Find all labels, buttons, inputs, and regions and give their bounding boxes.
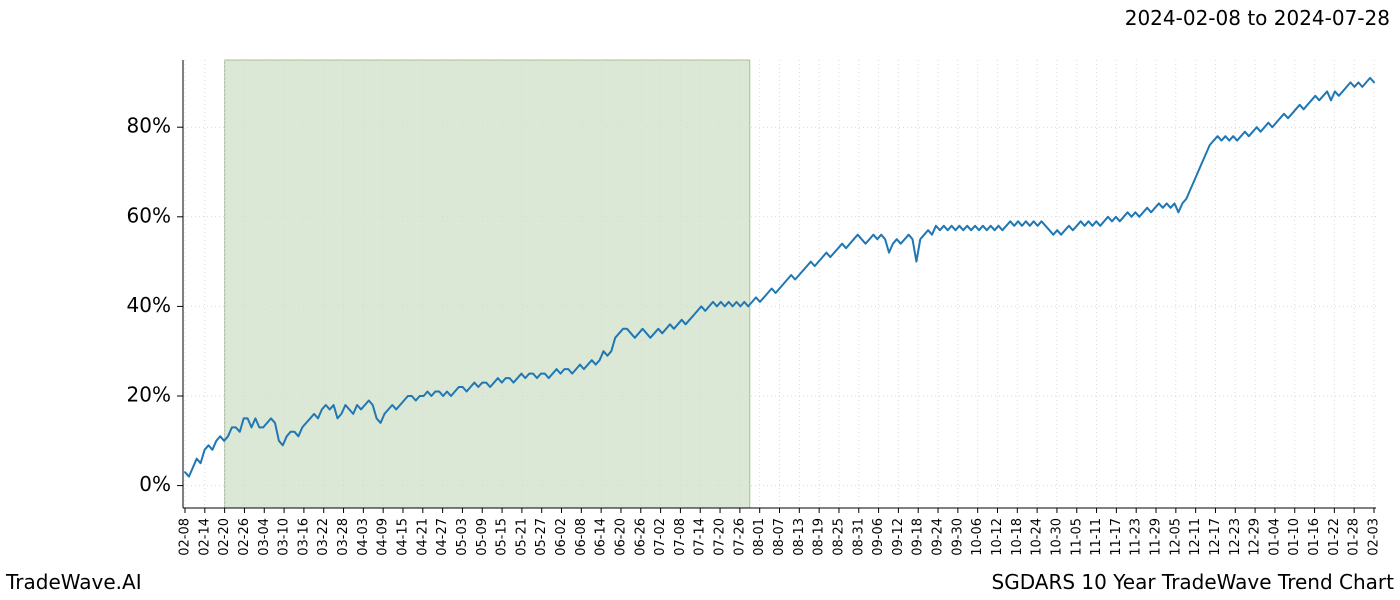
x-tick-label: 11-29 <box>1149 518 1164 556</box>
chart-title: SGDARS 10 Year TradeWave Trend Chart <box>992 570 1394 594</box>
x-tick-label: 12-05 <box>1168 518 1183 556</box>
x-tick-label: 05-03 <box>455 518 470 556</box>
x-tick-label: 01-10 <box>1287 518 1302 556</box>
x-tick-label: 11-17 <box>1109 518 1124 556</box>
y-tick-label: 40% <box>127 293 171 317</box>
x-tick-label: 02-08 <box>178 518 193 556</box>
x-tick-label: 02-14 <box>197 518 212 556</box>
x-tick-label: 10-24 <box>1030 518 1045 556</box>
x-tick-label: 06-08 <box>574 518 589 556</box>
x-tick-label: 12-17 <box>1208 518 1223 556</box>
x-tick-label: 09-30 <box>950 518 965 556</box>
y-tick-label: 60% <box>127 203 171 227</box>
x-tick-label: 06-14 <box>594 518 609 556</box>
x-tick-label: 04-15 <box>395 518 410 556</box>
y-tick-label: 0% <box>139 472 171 496</box>
x-tick-label: 09-06 <box>871 518 886 556</box>
x-tick-label: 07-26 <box>732 518 747 556</box>
x-tick-label: 01-28 <box>1347 518 1362 556</box>
x-tick-label: 09-24 <box>931 518 946 556</box>
x-tick-label: 08-13 <box>792 518 807 556</box>
brand-label: TradeWave.AI <box>6 570 142 594</box>
x-tick-label: 04-09 <box>376 518 391 556</box>
x-tick-label: 11-05 <box>1069 518 1084 556</box>
x-tick-label: 04-03 <box>356 518 371 556</box>
x-tick-label: 03-28 <box>336 518 351 556</box>
x-tick-label: 08-07 <box>772 518 787 556</box>
x-tick-label: 06-20 <box>613 518 628 556</box>
x-tick-label: 12-29 <box>1248 518 1263 556</box>
x-tick-label: 11-11 <box>1089 518 1104 556</box>
x-tick-label: 03-04 <box>257 518 272 556</box>
x-tick-label: 01-16 <box>1307 518 1322 556</box>
x-tick-label: 10-30 <box>1049 518 1064 556</box>
x-tick-label: 12-11 <box>1188 518 1203 556</box>
date-range-label: 2024-02-08 to 2024-07-28 <box>1125 6 1390 30</box>
trend-chart: 0% 20% 40% 60% 80% 02-08 02-14 02-20 02-26 03-04 0… <box>0 0 1400 600</box>
x-tick-label: 02-26 <box>237 518 252 556</box>
x-tick-label: 01-04 <box>1267 518 1282 556</box>
x-tick-label: 07-20 <box>713 518 728 556</box>
x-tick-label: 12-23 <box>1228 518 1243 556</box>
x-tick-label: 08-01 <box>752 518 767 556</box>
x-tick-label: 02-20 <box>217 518 232 556</box>
x-tick-label: 05-09 <box>475 518 490 556</box>
x-tick-label: 08-25 <box>831 518 846 556</box>
x-tick-label: 08-31 <box>851 518 866 556</box>
x-tick-label: 05-27 <box>534 518 549 556</box>
x-tick-label: 06-26 <box>633 518 648 556</box>
x-tick-label: 09-18 <box>911 518 926 556</box>
x-tick-label: 07-02 <box>653 518 668 556</box>
x-tick-label: 04-21 <box>415 518 430 556</box>
x-tick-label: 10-06 <box>970 518 985 556</box>
x-tick-label: 05-15 <box>495 518 510 556</box>
x-tick-label: 07-08 <box>673 518 688 556</box>
x-tick-label: 08-19 <box>812 518 827 556</box>
y-tick-label: 80% <box>127 114 171 138</box>
x-tick-label: 10-18 <box>1010 518 1025 556</box>
x-tick-label: 05-21 <box>514 518 529 556</box>
x-tick-label: 03-16 <box>296 518 311 556</box>
x-tick-label: 11-23 <box>1129 518 1144 556</box>
x-tick-label: 06-02 <box>554 518 569 556</box>
x-tick-label: 10-12 <box>990 518 1005 556</box>
x-tick-label: 09-12 <box>891 518 906 556</box>
x-tick-label: 03-10 <box>277 518 292 556</box>
x-tick-label: 03-22 <box>316 518 331 556</box>
x-tick-label: 07-14 <box>693 518 708 556</box>
x-tick-label: 04-27 <box>435 518 450 556</box>
x-tick-label: 01-22 <box>1327 518 1342 556</box>
y-tick-label: 20% <box>127 383 171 407</box>
x-tick-label: 02-03 <box>1367 518 1382 556</box>
